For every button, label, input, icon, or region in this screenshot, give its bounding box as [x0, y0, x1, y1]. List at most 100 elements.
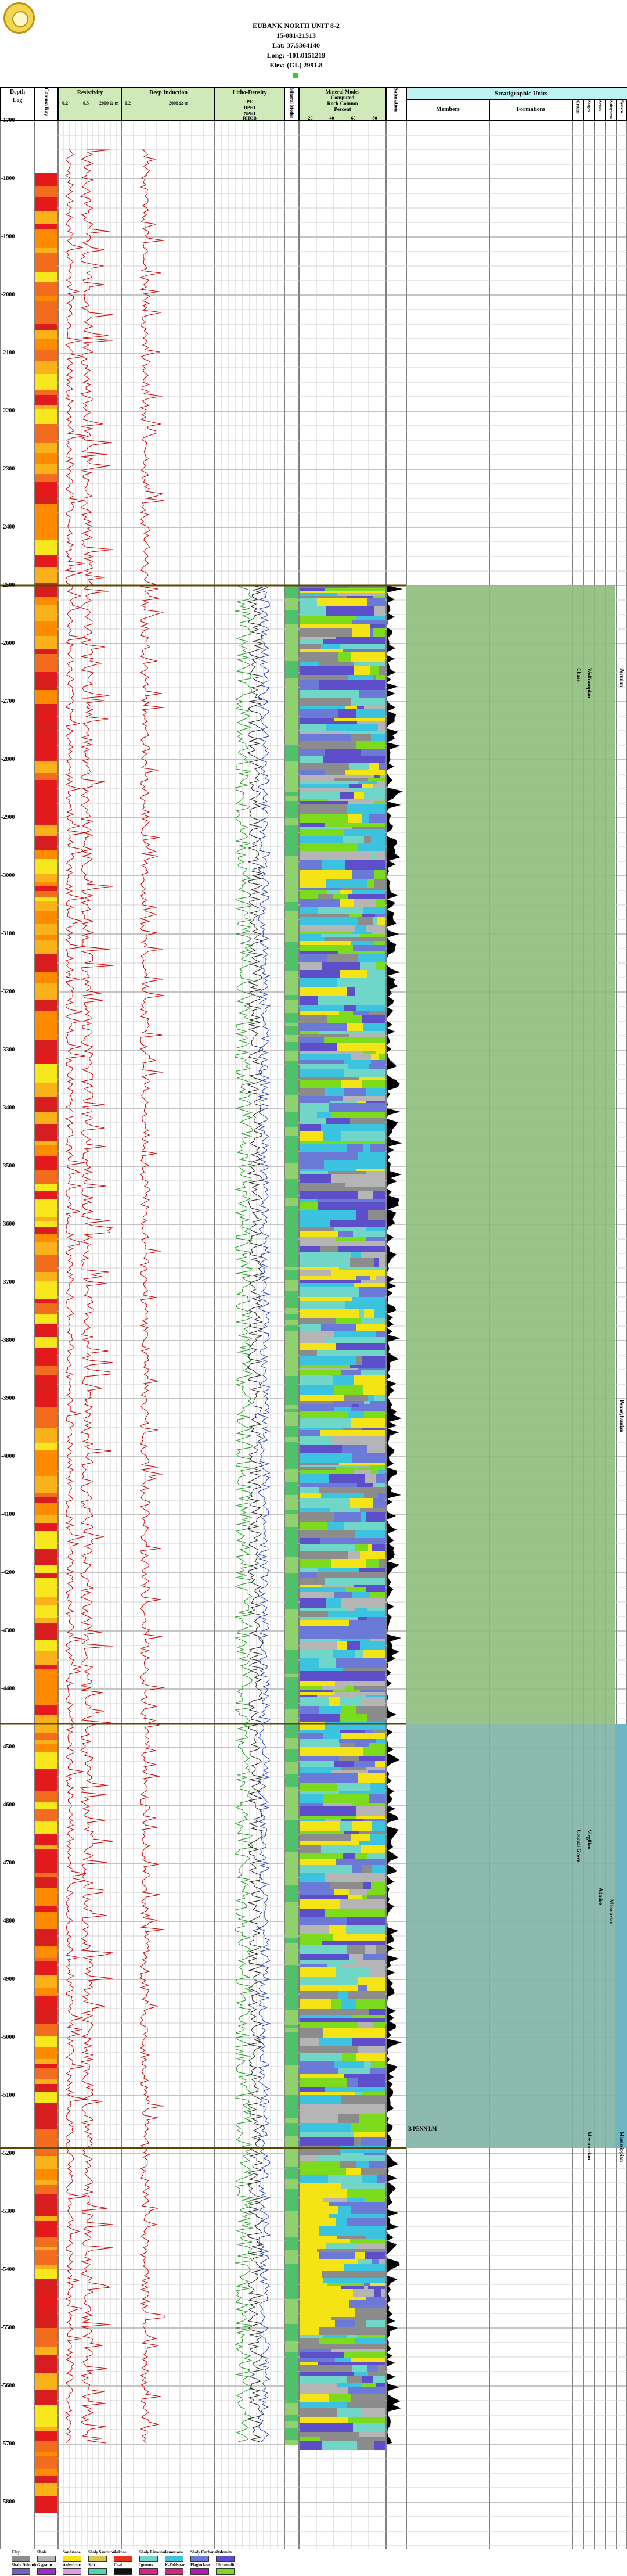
rock-segment: [359, 1241, 385, 1246]
rock-segment: [350, 1118, 385, 1124]
res-scale-mid: 0.5: [83, 100, 89, 106]
gamma-band: [35, 1255, 57, 1272]
mineral-mode-band: [285, 1694, 298, 1709]
rock-segment: [356, 1806, 385, 1816]
rock-segment: [300, 2132, 354, 2137]
depth-label: -3300: [1, 1047, 15, 1053]
rock-segment: [367, 1985, 374, 1991]
rock-segment: [350, 1258, 374, 1267]
rock-segment: [363, 1650, 385, 1658]
gamma-band: [35, 2074, 57, 2079]
rock-segment: [329, 1925, 346, 1934]
rock-segment: [300, 784, 349, 788]
res-scale-right: 2000 Ω-m: [99, 100, 119, 106]
rock-segment: [369, 2009, 385, 2015]
rock-segment: [340, 644, 385, 649]
rock-segment: [334, 1692, 385, 1695]
gamma-band: [35, 1141, 57, 1145]
gamma-band: [35, 1503, 57, 1515]
mineral-mode-band: [285, 1409, 298, 1412]
mineral-mode-band: [285, 2065, 298, 2070]
rock-segment: [300, 962, 322, 970]
mineral-mode-band: [285, 1155, 298, 1163]
rock-segment: [374, 775, 380, 778]
gamma-band: [35, 1802, 57, 1809]
mineral-mode-band: [285, 1100, 298, 1112]
legend-label: Shaly Sandstone: [88, 2550, 117, 2555]
mineral-mode-band: [285, 693, 298, 706]
rock-segment: [317, 2249, 385, 2252]
gamma-band: [35, 1929, 57, 1946]
rock-segment: [333, 894, 348, 899]
rock-segment: [369, 1794, 385, 1803]
rock-segment: [325, 1578, 385, 1585]
mineral-mode-band: [285, 1320, 298, 1325]
strat-block-missourian: [615, 1724, 627, 2148]
rock-segment: [300, 741, 356, 749]
rock-segment: [341, 1733, 385, 1739]
rock-segment: [371, 2061, 385, 2068]
depth-label: -2000: [1, 292, 15, 298]
rock-segment: [352, 1404, 359, 1407]
rock-segment: [352, 870, 374, 879]
rock-segment: [300, 1034, 349, 1037]
gamma-band: [35, 361, 57, 374]
rock-segment: [360, 1508, 385, 1512]
rock-segment: [319, 2226, 385, 2236]
rock-segment: [374, 2239, 377, 2243]
mineral-mode-band: [285, 1891, 298, 1902]
rock-segment: [371, 731, 385, 734]
gamma-band: [35, 1809, 57, 1821]
rock-segment: [300, 1767, 341, 1770]
rock-segment: [300, 1483, 357, 1487]
rock-segment: [300, 1730, 340, 1733]
rock-segment: [318, 996, 385, 1005]
rock-segment: [300, 1283, 354, 1287]
rock-segment: [300, 2226, 319, 2236]
rock-segment: [300, 792, 340, 799]
rock-segment: [353, 1231, 385, 1237]
mineral-mode-band: [285, 1198, 298, 1206]
rock-segment: [300, 1465, 359, 1467]
pct-tick: 20: [308, 116, 313, 121]
rock-segment: [326, 879, 367, 888]
rock-segment: [351, 2015, 385, 2018]
legend-label: Gypsum: [37, 2563, 52, 2567]
rock-segment: [363, 2202, 385, 2206]
gamma-band: [35, 197, 57, 211]
log-title: Log: [12, 97, 23, 103]
gamma-ray-track: [35, 121, 57, 2513]
legend-swatch: [190, 2568, 209, 2575]
gamma-band: [35, 405, 57, 409]
rock-segment: [344, 2074, 385, 2078]
mineral-mode-band: [285, 1173, 298, 1179]
rock-segment: [300, 585, 348, 588]
saturation-header: Saturation: [386, 87, 406, 121]
gamma-band: [35, 1299, 57, 1303]
rock-segment: [358, 606, 374, 616]
rock-segment: [300, 1821, 340, 1831]
mineral-mode-band: [285, 1314, 298, 1320]
gamma-band: [35, 2059, 57, 2064]
rock-segment: [366, 1227, 385, 1231]
gamma-band: [35, 2103, 57, 2120]
rock-segment: [300, 680, 319, 690]
rock-segment: [347, 2009, 369, 2015]
rock-segment: [344, 1831, 359, 1834]
rock-segment: [300, 2394, 329, 2402]
rock-segment: [300, 1210, 356, 1220]
rock-segment: [362, 2092, 385, 2095]
rock-segment: [300, 1551, 333, 1559]
rock-segment: [320, 2264, 344, 2271]
mineral-mode-band: [285, 1627, 298, 1642]
rock-segment: [345, 1587, 366, 1592]
gamma-band: [35, 1064, 57, 1083]
rock-segment: [349, 1954, 363, 1960]
rock-segment: [327, 1522, 344, 1530]
rock-segment: [323, 1803, 352, 1806]
rock-segment: [325, 937, 385, 941]
mineral-mode-band: [285, 1642, 298, 1650]
rock-segment: [328, 1611, 385, 1617]
rock-column-track: [285, 585, 385, 2450]
rock-segment: [366, 2320, 385, 2327]
